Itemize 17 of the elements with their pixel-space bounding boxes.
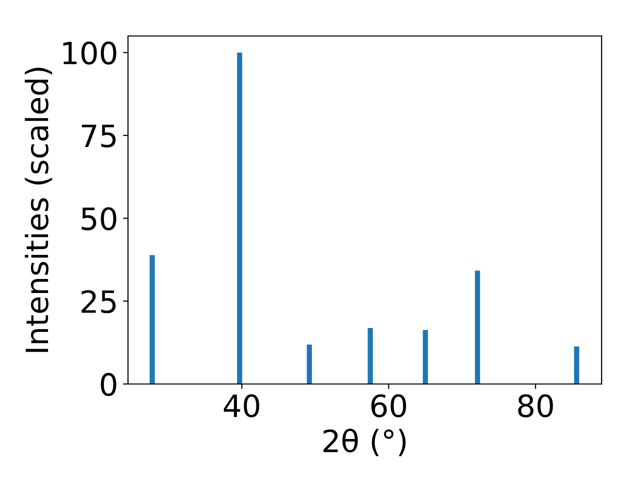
- y-tick-label: 75: [82, 124, 116, 148]
- y-axis-title: Intensities (scaled): [24, 68, 52, 352]
- bar: [237, 52, 242, 384]
- y-tick-label: 100: [63, 42, 116, 65]
- x-tick-label: 80: [518, 394, 553, 418]
- bar: [150, 255, 155, 384]
- bar: [368, 328, 373, 384]
- y-tick-label: 25: [82, 290, 116, 314]
- bar: [474, 270, 480, 384]
- x-tick-label: 40: [224, 394, 260, 418]
- bar: [422, 330, 428, 384]
- bar: [574, 346, 580, 384]
- x-axis-title: 2θ (°): [324, 428, 406, 456]
- y-tick-label: 50: [82, 207, 116, 230]
- bar: [306, 344, 312, 384]
- y-tick-label: 0: [100, 372, 116, 396]
- x-tick-label: 60: [371, 394, 406, 418]
